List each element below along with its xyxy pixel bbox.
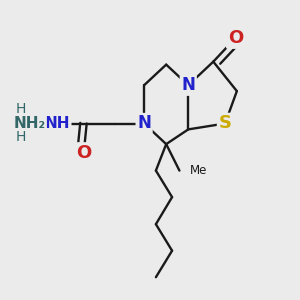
Text: Me: Me xyxy=(190,164,207,177)
Text: NH₂: NH₂ xyxy=(13,116,45,131)
Text: NH: NH xyxy=(44,116,70,131)
Text: N: N xyxy=(181,76,195,94)
Text: O: O xyxy=(76,144,92,162)
Text: H: H xyxy=(15,130,26,144)
Text: N: N xyxy=(137,115,151,133)
Text: O: O xyxy=(228,29,243,47)
Text: S: S xyxy=(219,115,232,133)
Text: H: H xyxy=(15,102,26,116)
